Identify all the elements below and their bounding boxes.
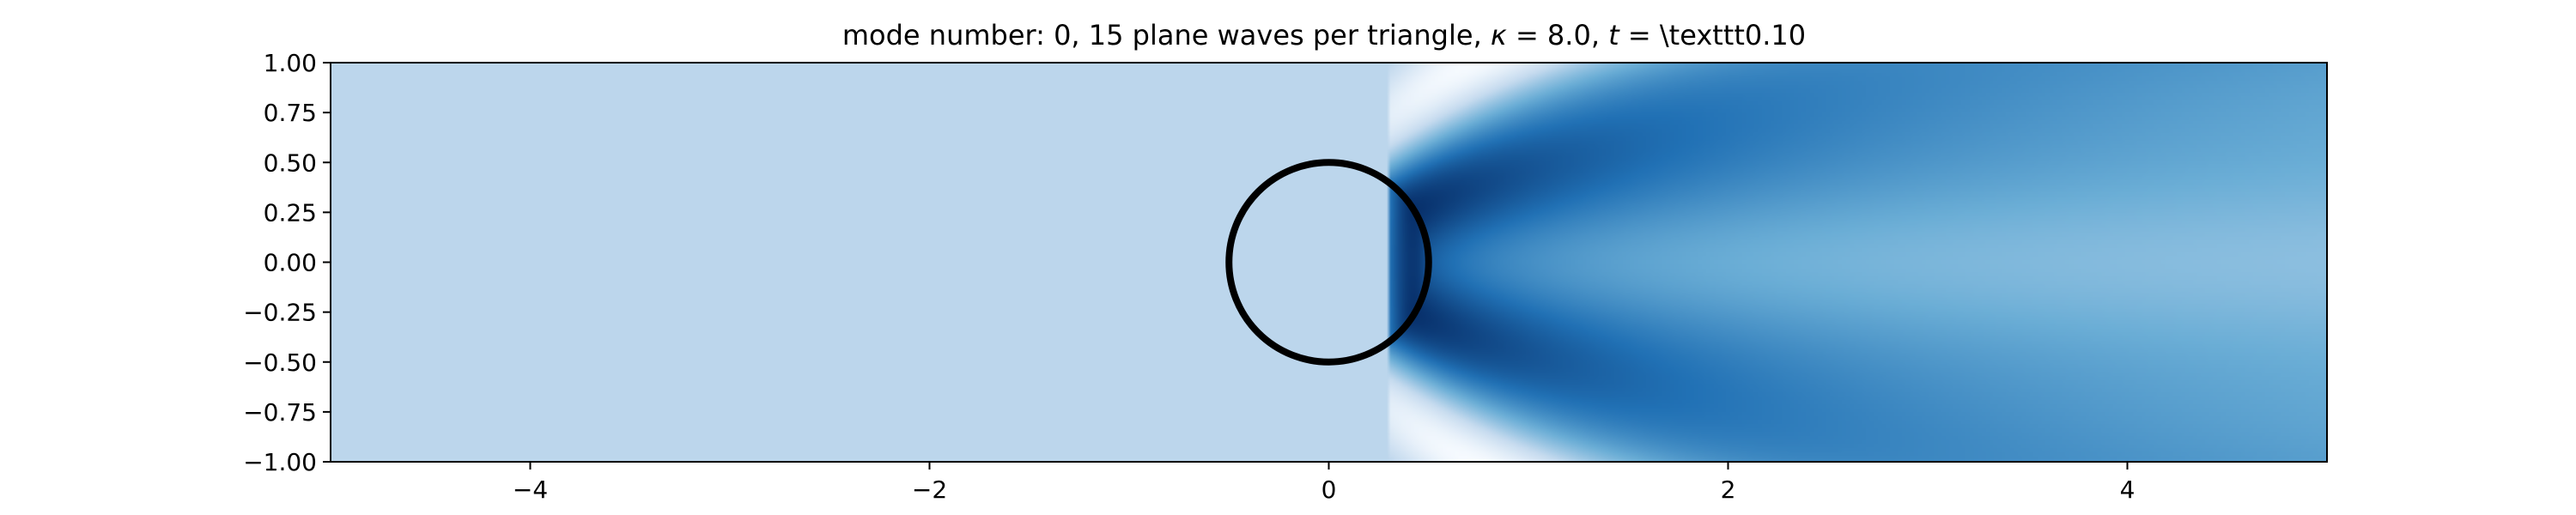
- y-tick-label: −0.50: [243, 348, 317, 377]
- wave-field-heatmap: [331, 63, 2327, 462]
- y-axis: 1.00 0.75 0.50 0.25 0.00 −0.25 −0.50 −0.75 −1.00: [243, 49, 331, 476]
- chart-title: mode number: 0, 15 plane waves per trian…: [842, 19, 1806, 52]
- x-tick-label: −2: [912, 476, 947, 504]
- y-tick-label: −0.75: [243, 398, 317, 427]
- y-tick-label: 0.50: [264, 148, 317, 177]
- obstacle-circle: [1225, 159, 1432, 366]
- x-axis: −4 −2 0 2 4: [513, 462, 2136, 504]
- plot-area: [331, 63, 2327, 462]
- y-tick-label: −0.25: [243, 299, 317, 327]
- y-tick-label: −1.00: [243, 448, 317, 476]
- x-tick-label: 0: [1321, 476, 1337, 504]
- x-tick-label: −4: [513, 476, 548, 504]
- y-tick-label: 0.25: [264, 198, 317, 227]
- y-tick-label: 0.75: [264, 99, 317, 127]
- y-tick-label: 0.00: [264, 249, 317, 277]
- x-tick-label: 4: [2120, 476, 2136, 504]
- y-tick-label: 1.00: [264, 49, 317, 77]
- x-tick-label: 2: [1721, 476, 1736, 504]
